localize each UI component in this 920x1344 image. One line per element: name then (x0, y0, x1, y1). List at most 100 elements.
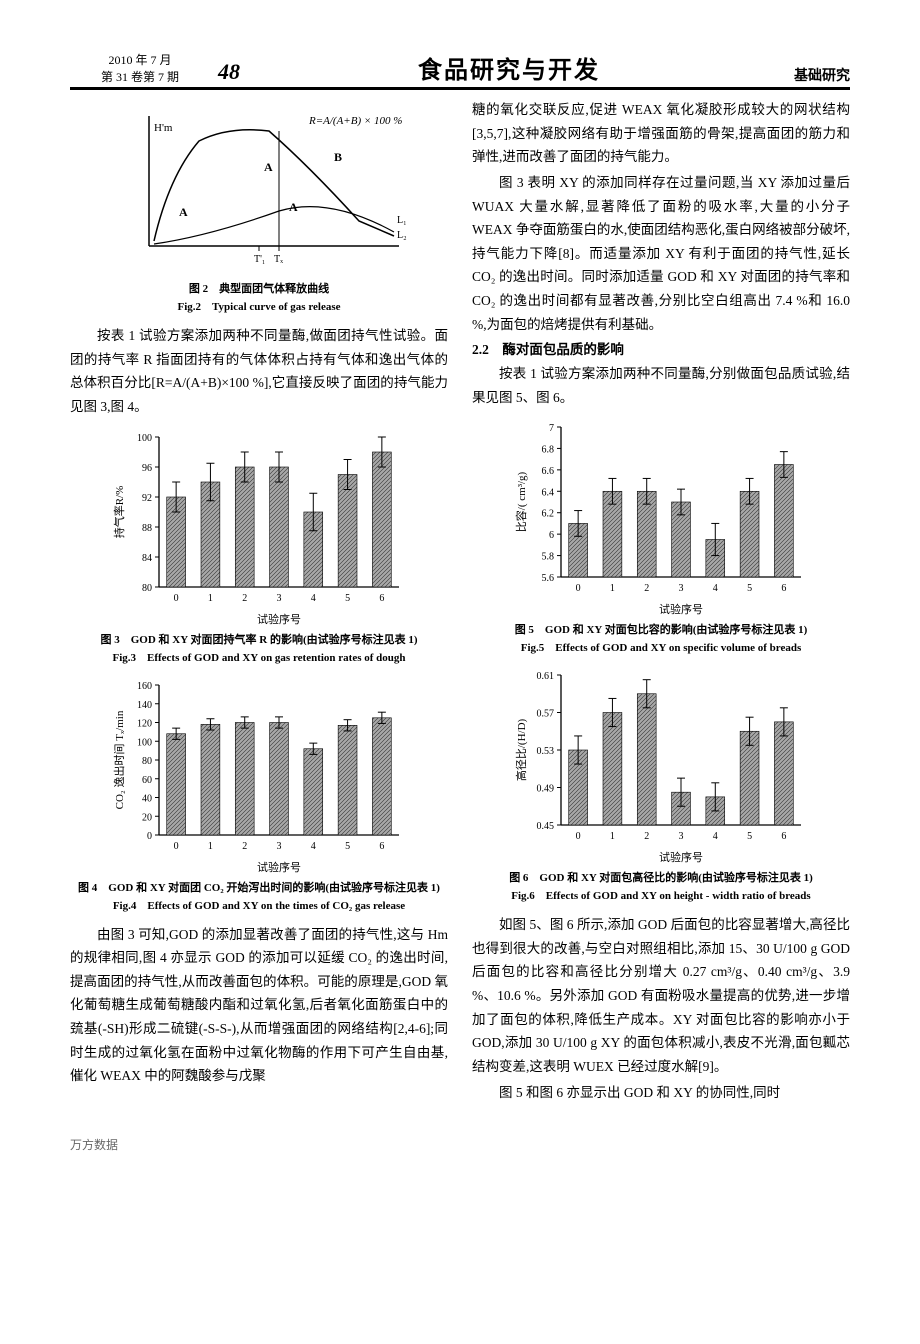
svg-text:6: 6 (781, 583, 786, 594)
fig4-caption-cn: 图 4 GOD 和 XY 对面团 CO₂ 开始泻出时间的影响(由试验序号标注见表… (70, 879, 448, 895)
fig5-caption-cn: 图 5 GOD 和 XY 对面包比容的影响(由试验序号标注见表 1) (472, 621, 850, 637)
svg-text:4: 4 (311, 593, 316, 604)
fig2-label-a2: A (264, 160, 273, 174)
svg-text:4: 4 (713, 583, 718, 594)
fig2-chart: H'm R=A/(A+B) × 100 % A A A B L₁ L₂ T'₁ … (109, 106, 409, 276)
svg-text:6.2: 6.2 (542, 509, 555, 520)
fig6-chart: 0.45 0.49 0.53 0.57 0.61 0 1 2 3 4 5 6 试验序号 高径比/(H/D) (511, 665, 811, 865)
svg-text:高径比/(H/D): 高径比/(H/D) (514, 719, 528, 782)
fig4-chart: 0204060801001201401600123456试验序号CO₂ 逸出时间… (109, 675, 409, 875)
svg-text:60: 60 (142, 774, 152, 785)
fig2-label-b: B (334, 150, 342, 164)
svg-text:2: 2 (644, 831, 649, 842)
svg-text:6: 6 (379, 841, 384, 852)
svg-text:4: 4 (311, 841, 316, 852)
svg-text:5: 5 (345, 841, 350, 852)
svg-text:1: 1 (610, 831, 615, 842)
page-header: 2010 年 7 月 第 31 卷第 7 期 48 食品研究与开发 基础研究 (70, 50, 850, 90)
fig4-caption-en: Fig.4 Effects of GOD and XY on the times… (70, 897, 448, 913)
right-column: 糖的氧化交联反应,促进 WEAX 氧化凝胶形成较大的网状结构[3,5,7],这种… (472, 98, 850, 1106)
footer-source: 万方数据 (70, 1136, 850, 1153)
fig6-block: 0.45 0.49 0.53 0.57 0.61 0 1 2 3 4 5 6 试验序号 高径比/(H/D)… (472, 665, 850, 903)
svg-text:持气率R/%: 持气率R/% (112, 485, 126, 538)
svg-text:88: 88 (142, 523, 152, 534)
svg-text:比容/( cm³/g): 比容/( cm³/g) (514, 472, 528, 533)
header-date: 2010 年 7 月 (70, 51, 210, 68)
svg-text:试验序号: 试验序号 (659, 850, 703, 864)
header-issue-block: 2010 年 7 月 第 31 卷第 7 期 (70, 51, 210, 85)
fig2-label-l1: L₁ (397, 215, 407, 226)
svg-text:0: 0 (576, 831, 581, 842)
journal-title: 食品研究与开发 (248, 50, 770, 85)
fig2-xt2: Tₓ (274, 254, 283, 265)
fig2-caption-en: Fig.2 Typical curve of gas release (70, 298, 448, 314)
fig2-hm-label: H'm (154, 122, 173, 134)
fig2-label-a1: A (179, 205, 188, 219)
svg-text:0.45: 0.45 (537, 821, 555, 832)
fig2-block: H'm R=A/(A+B) × 100 % A A A B L₁ L₂ T'₁ … (70, 106, 448, 314)
svg-text:0.49: 0.49 (537, 784, 555, 795)
svg-text:6.4: 6.4 (542, 487, 555, 498)
svg-text:试验序号: 试验序号 (257, 860, 301, 874)
fig5-caption-en: Fig.5 Effects of GOD and XY on specific … (472, 639, 850, 655)
para1: 按表 1 试验方案添加两种不同量酶,做面团持气性试验。面团的持气率 R 指面团持… (70, 324, 448, 419)
svg-text:120: 120 (137, 718, 152, 729)
section-label: 基础研究 (770, 65, 850, 85)
fig5-block: 5.65.866.26.46.66.870123456试验序号比容/( cm³/… (472, 417, 850, 655)
para5: 按表 1 试验方案添加两种不同量酶,分别做面包品质试验,结果见图 5、图 6。 (472, 362, 850, 409)
svg-text:96: 96 (142, 463, 152, 474)
fig2-label-a3: A (289, 200, 298, 214)
svg-text:80: 80 (142, 583, 152, 594)
svg-text:5.8: 5.8 (542, 552, 555, 563)
svg-text:2: 2 (242, 841, 247, 852)
svg-text:3: 3 (277, 841, 282, 852)
fig6-caption-en: Fig.6 Effects of GOD and XY on height - … (472, 887, 850, 903)
svg-text:CO₂ 逸出时间 Tₓ/min: CO₂ 逸出时间 Tₓ/min (112, 710, 126, 809)
fig2-caption-cn: 图 2 典型面团气体释放曲线 (70, 280, 448, 296)
svg-text:6.8: 6.8 (542, 445, 555, 456)
header-volume: 第 31 卷第 7 期 (70, 68, 210, 85)
svg-text:0: 0 (576, 583, 581, 594)
svg-text:3: 3 (277, 593, 282, 604)
svg-text:4: 4 (713, 831, 718, 842)
para6: 如图 5、图 6 所示,添加 GOD 后面包的比容显著增大,高径比也得到很大的改… (472, 913, 850, 1078)
svg-text:40: 40 (142, 793, 152, 804)
svg-text:1: 1 (208, 593, 213, 604)
fig2-formula: R=A/(A+B) × 100 % (308, 115, 402, 127)
svg-text:7: 7 (549, 423, 554, 434)
para7: 图 5 和图 6 亦显示出 GOD 和 XY 的协同性,同时 (472, 1081, 850, 1105)
fig5-chart: 5.65.866.26.46.66.870123456试验序号比容/( cm³/… (511, 417, 811, 617)
fig2-xt1: T'₁ (254, 254, 265, 265)
svg-text:6: 6 (379, 593, 384, 604)
two-column-layout: H'm R=A/(A+B) × 100 % A A A B L₁ L₂ T'₁ … (70, 98, 850, 1106)
page-number: 48 (218, 59, 240, 85)
svg-text:0.57: 0.57 (537, 709, 555, 720)
svg-text:160: 160 (137, 681, 152, 692)
para2: 由图 3 可知,GOD 的添加显著改善了面团的持气性,这与 Hm 的规律相同,图… (70, 923, 448, 1088)
para4: 图 3 表明 XY 的添加同样存在过量问题,当 XY 添加过量后 WUAX 大量… (472, 171, 850, 336)
svg-text:92: 92 (142, 493, 152, 504)
svg-text:5: 5 (747, 583, 752, 594)
section-2-2: 2.2 酶对面包品质的影响 (472, 338, 850, 362)
svg-text:0: 0 (174, 841, 179, 852)
svg-text:6.6: 6.6 (542, 466, 555, 477)
svg-text:2: 2 (242, 593, 247, 604)
svg-text:5: 5 (747, 831, 752, 842)
svg-text:1: 1 (610, 583, 615, 594)
svg-text:6: 6 (549, 530, 554, 541)
fig3-block: 80848892961000123456试验序号持气率R/% 图 3 GOD 和… (70, 427, 448, 665)
svg-text:0.53: 0.53 (537, 746, 555, 757)
svg-text:140: 140 (137, 699, 152, 710)
svg-text:5: 5 (345, 593, 350, 604)
para3: 糖的氧化交联反应,促进 WEAX 氧化凝胶形成较大的网状结构[3,5,7],这种… (472, 98, 850, 169)
svg-text:试验序号: 试验序号 (659, 602, 703, 616)
svg-text:80: 80 (142, 756, 152, 767)
svg-text:0: 0 (174, 593, 179, 604)
svg-text:3: 3 (679, 831, 684, 842)
svg-text:0.61: 0.61 (537, 671, 555, 682)
svg-text:6: 6 (781, 831, 786, 842)
svg-text:1: 1 (208, 841, 213, 852)
fig3-caption-en: Fig.3 Effects of GOD and XY on gas reten… (70, 649, 448, 665)
svg-text:100: 100 (137, 433, 152, 444)
svg-text:5.6: 5.6 (542, 573, 555, 584)
